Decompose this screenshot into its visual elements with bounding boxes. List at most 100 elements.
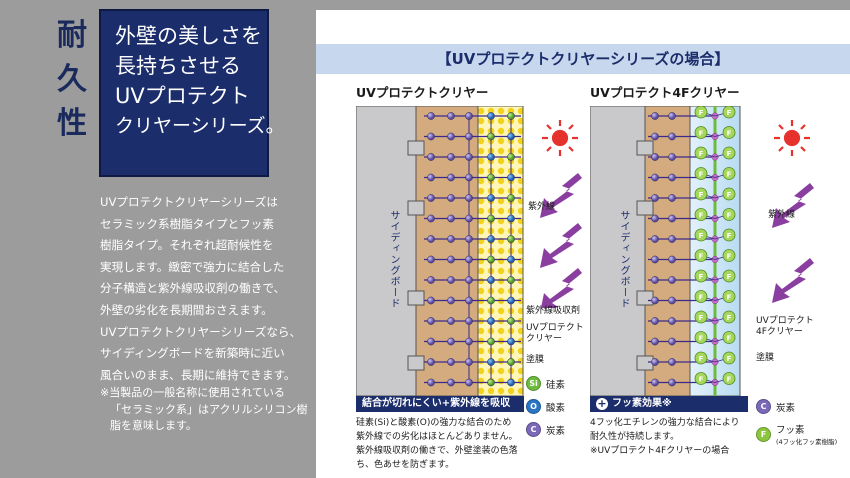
molecule-mark — [487, 112, 495, 120]
body-line: UVプロテクトクリヤーシリーズなら、 — [100, 324, 302, 339]
molecule-mark — [487, 378, 495, 387]
svg-text:F: F — [727, 212, 732, 220]
molecule-mark — [507, 317, 515, 325]
footnote: ※当製品の一般名称に使用されている 「セラミック系」はアクリルシリコン樹 脂を意… — [100, 385, 310, 435]
molecule-mark — [465, 255, 473, 264]
molecule-mark — [651, 276, 659, 284]
fluorine-mark — [722, 208, 736, 221]
left-uv-graphic — [540, 120, 582, 308]
molecule-mark — [668, 235, 676, 243]
fluorine-mark — [694, 106, 708, 119]
right-uv-label: 紫外線 — [768, 210, 796, 220]
diagram-panel: 【UVプロテクトクリヤーシリーズの場合】 UVプロテクトクリヤー — [316, 10, 850, 478]
kanji-char: 耐 — [57, 18, 87, 53]
svg-text:F: F — [699, 253, 704, 261]
molecule-mark — [447, 214, 455, 223]
molecule-mark — [427, 153, 435, 161]
headline-line: クリヤーシリーズ。 — [115, 115, 285, 137]
molecule-mark — [651, 235, 659, 243]
molecule-mark — [507, 358, 515, 366]
fluorine-mark — [694, 290, 708, 303]
fluorine-mark — [694, 351, 708, 365]
molecule-mark — [507, 378, 515, 387]
molecule-mark — [427, 214, 435, 223]
body-line: 風合いのまま、長期に維持できます。 — [100, 367, 296, 382]
desc-line: ※UVプロテクト4Fクリヤーの場合 — [590, 446, 730, 456]
fluorine-mark — [722, 290, 736, 303]
svg-text:F: F — [727, 109, 732, 117]
molecule-mark — [651, 214, 659, 223]
molecule-mark — [507, 337, 515, 346]
svg-text:F: F — [727, 294, 732, 302]
molecule-mark — [465, 378, 473, 387]
svg-text:F: F — [699, 191, 704, 199]
fluorine-mark — [694, 310, 708, 324]
molecule-mark — [465, 112, 473, 120]
molecule-mark — [487, 296, 495, 305]
sun-icon — [542, 120, 578, 156]
molecule-mark — [507, 255, 515, 264]
molecule-mark — [447, 276, 455, 284]
right-siding-label: サイディングボード — [618, 210, 629, 309]
molecule-mark — [651, 153, 659, 161]
svg-text:F: F — [699, 130, 704, 138]
desc-line: ち、色あせを防ぎます。 — [356, 460, 455, 470]
molecule-mark — [651, 194, 659, 202]
molecule-mark — [507, 194, 515, 202]
effect-text: フッ素効果※ — [612, 398, 672, 409]
kanji-char: 久 — [57, 62, 87, 97]
molecule-mark — [447, 132, 455, 141]
molecule-mark — [487, 194, 495, 202]
legend-label: 酸素 — [546, 402, 566, 414]
legend-label: フッ素 (4フッ化フッ素樹脂) — [776, 422, 837, 446]
molecule-mark — [447, 317, 455, 325]
fluorine-mark — [722, 228, 736, 242]
svg-text:F: F — [727, 253, 732, 261]
molecule-mark — [668, 358, 676, 366]
svg-text:F: F — [699, 355, 704, 363]
footnote-line: ※当製品の一般名称に使用されている — [100, 386, 285, 399]
headline-line: UVプロテクト — [115, 84, 250, 108]
headline-line: 長持ちさせる — [115, 54, 241, 78]
molecule-mark — [447, 337, 455, 346]
fluorine-mark — [722, 126, 736, 139]
molecule-mark — [507, 214, 515, 223]
molecule-mark — [447, 173, 455, 182]
desc-line: 紫外線での劣化はほとんどありません。 — [356, 432, 518, 442]
molecule-mark — [668, 153, 676, 161]
molecule-mark — [487, 214, 495, 223]
right-description: 4フッ化エチレンの強力な結合により 耐久性が持続します。 ※UVプロテクト4Fク… — [590, 416, 740, 458]
fluorine-mark — [722, 331, 736, 344]
molecule-mark — [465, 214, 473, 223]
molecule-mark — [427, 296, 435, 305]
carbon-icon: C — [526, 422, 541, 437]
molecule-mark — [651, 255, 659, 264]
plus-icon: + — [596, 397, 608, 410]
molecule-mark — [668, 112, 676, 120]
right-structure-diagram: F F F F F F F F F F F F F F F F F F F F F F F F F F F F — [590, 106, 741, 396]
svg-text:F: F — [727, 273, 732, 281]
fluorine-mark — [694, 372, 708, 385]
molecule-mark — [427, 317, 435, 325]
molecule-mark — [427, 235, 435, 243]
molecule-mark — [465, 173, 473, 182]
molecule-mark — [427, 276, 435, 284]
molecule-mark — [668, 132, 676, 141]
sun-icon — [774, 120, 810, 156]
left-description: 硅素(Si)と酸素(O)の強力な結合のため 紫外線での劣化はほとんどありません。… — [356, 416, 518, 472]
body-line: 分子構造と紫外線吸収剤の働きで、 — [100, 281, 286, 296]
molecule-mark — [465, 358, 473, 366]
molecule-mark — [427, 132, 435, 141]
desc-line: 耐久性が持続します。 — [590, 432, 680, 442]
molecule-mark — [668, 214, 676, 223]
desc-line: 硅素(Si)と酸素(O)の強力な結合のため — [356, 418, 512, 428]
fluorine-mark — [722, 372, 736, 385]
molecule-mark — [507, 173, 515, 182]
molecule-mark — [487, 132, 495, 141]
molecule-mark — [651, 337, 659, 346]
svg-text:F: F — [699, 294, 704, 302]
fluorine-mark — [694, 208, 708, 221]
svg-text:F: F — [727, 376, 732, 384]
molecule-mark — [447, 112, 455, 120]
